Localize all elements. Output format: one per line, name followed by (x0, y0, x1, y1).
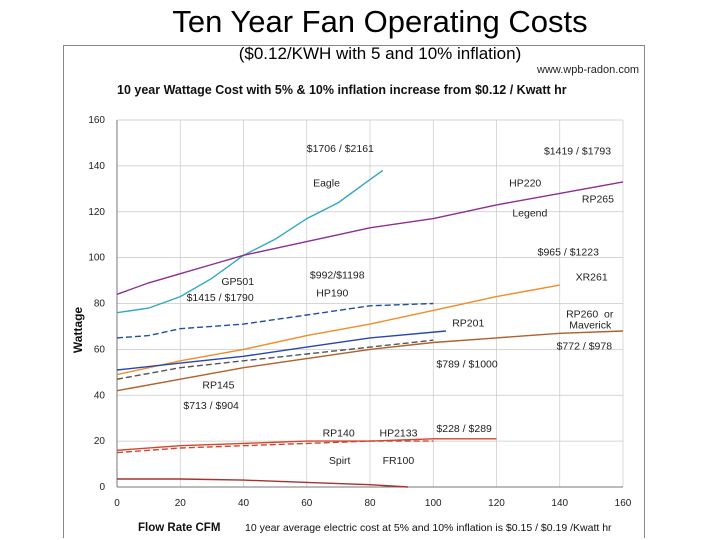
series-line-hp2133 (116, 438, 497, 451)
series-line-gp501 (116, 302, 434, 339)
annotation-label: Eagle (313, 178, 340, 190)
annotation-label: $1415 / $1790 (187, 292, 254, 304)
x-tick-label: 20 (175, 498, 187, 509)
annotation-label: Legend (512, 207, 547, 219)
annotation-label: $228 / $289 (436, 423, 492, 435)
x-axis-label: Flow Rate CFM (138, 522, 220, 534)
y-tick-label: 80 (94, 299, 106, 310)
slide-title: Ten Year Fan Operating Costs (172, 4, 588, 39)
series-line-eagle (116, 169, 384, 314)
annotation-label: RP145 (202, 379, 234, 391)
y-tick-label: 120 (88, 207, 105, 218)
annotation-label: $992/$1198 (310, 269, 365, 281)
annotation-label: $772 / $978 (557, 340, 613, 352)
x-tick-label: 80 (364, 498, 376, 509)
x-tick-label: 40 (238, 498, 250, 509)
annotations: $1706 / $2161 $1419 / $1793 Eagle HP220 RP26… (183, 143, 614, 467)
annotation-label: GP501 (221, 276, 254, 288)
y-tick-label: 0 (99, 482, 105, 493)
annotation-label: HP2133 (379, 428, 417, 440)
y-tick-label: 60 (94, 344, 106, 355)
annotation-label: $1706 / $2161 (307, 143, 374, 155)
series-line-xr261 (116, 284, 560, 376)
axes: 0 20 40 60 80 100 120 140 160 0 20 40 60 80 100 120 140 1… (88, 115, 631, 509)
annotation-label: HP220 (509, 178, 541, 190)
x-tick-label: 100 (425, 498, 442, 509)
chart-image-frame (63, 45, 645, 538)
series-lines (116, 169, 624, 488)
y-tick-label: 20 (94, 436, 106, 447)
annotation-label: $965 / $1223 (538, 246, 599, 258)
x-tick-label: 160 (615, 498, 632, 509)
y-tick-label: 100 (88, 253, 105, 264)
annotation-label: or (604, 308, 614, 320)
annotation-label: $713 / $904 (183, 400, 239, 412)
y-tick-label: 40 (94, 390, 106, 401)
annotation-label: FR100 (383, 455, 415, 467)
y-axis-label: Wattage (71, 307, 85, 354)
y-tick-label: 160 (88, 115, 105, 126)
annotation-label: $1419 / $1793 (544, 145, 611, 157)
series-line-hp190 (116, 339, 434, 380)
annotation-label: Maverick (569, 320, 612, 332)
x-tick-label: 0 (114, 498, 120, 509)
grid (116, 119, 624, 488)
x-tick-label: 140 (551, 498, 568, 509)
y-tick-label: 140 (88, 161, 105, 172)
series-line-spirit (117, 478, 408, 488)
annotation-label: RP140 (323, 428, 355, 440)
chart-footer: 10 year average electric cost at 5% and … (245, 522, 612, 534)
series-line-hp220 (116, 181, 624, 295)
annotation-label: Spirt (329, 455, 351, 467)
x-tick-label: 60 (301, 498, 313, 509)
series-line-rp201 (116, 330, 446, 371)
chart-title: 10 year Wattage Cost with 5% & 10% infla… (117, 83, 567, 97)
annotation-label: XR261 (576, 272, 608, 284)
x-tick-label: 120 (488, 498, 505, 509)
annotation-label: RP260 (566, 308, 598, 320)
annotation-label: RP265 (582, 194, 614, 206)
annotation-label: RP201 (452, 317, 484, 329)
slide-subtitle: ($0.12/KWH with 5 and 10% inflation) (238, 44, 522, 63)
chart-source: www.wpb-radon.com (536, 64, 639, 76)
annotation-label: HP190 (316, 288, 348, 300)
series-line-rp260 (116, 330, 624, 392)
annotation-label: $789 / $1000 (436, 359, 497, 371)
